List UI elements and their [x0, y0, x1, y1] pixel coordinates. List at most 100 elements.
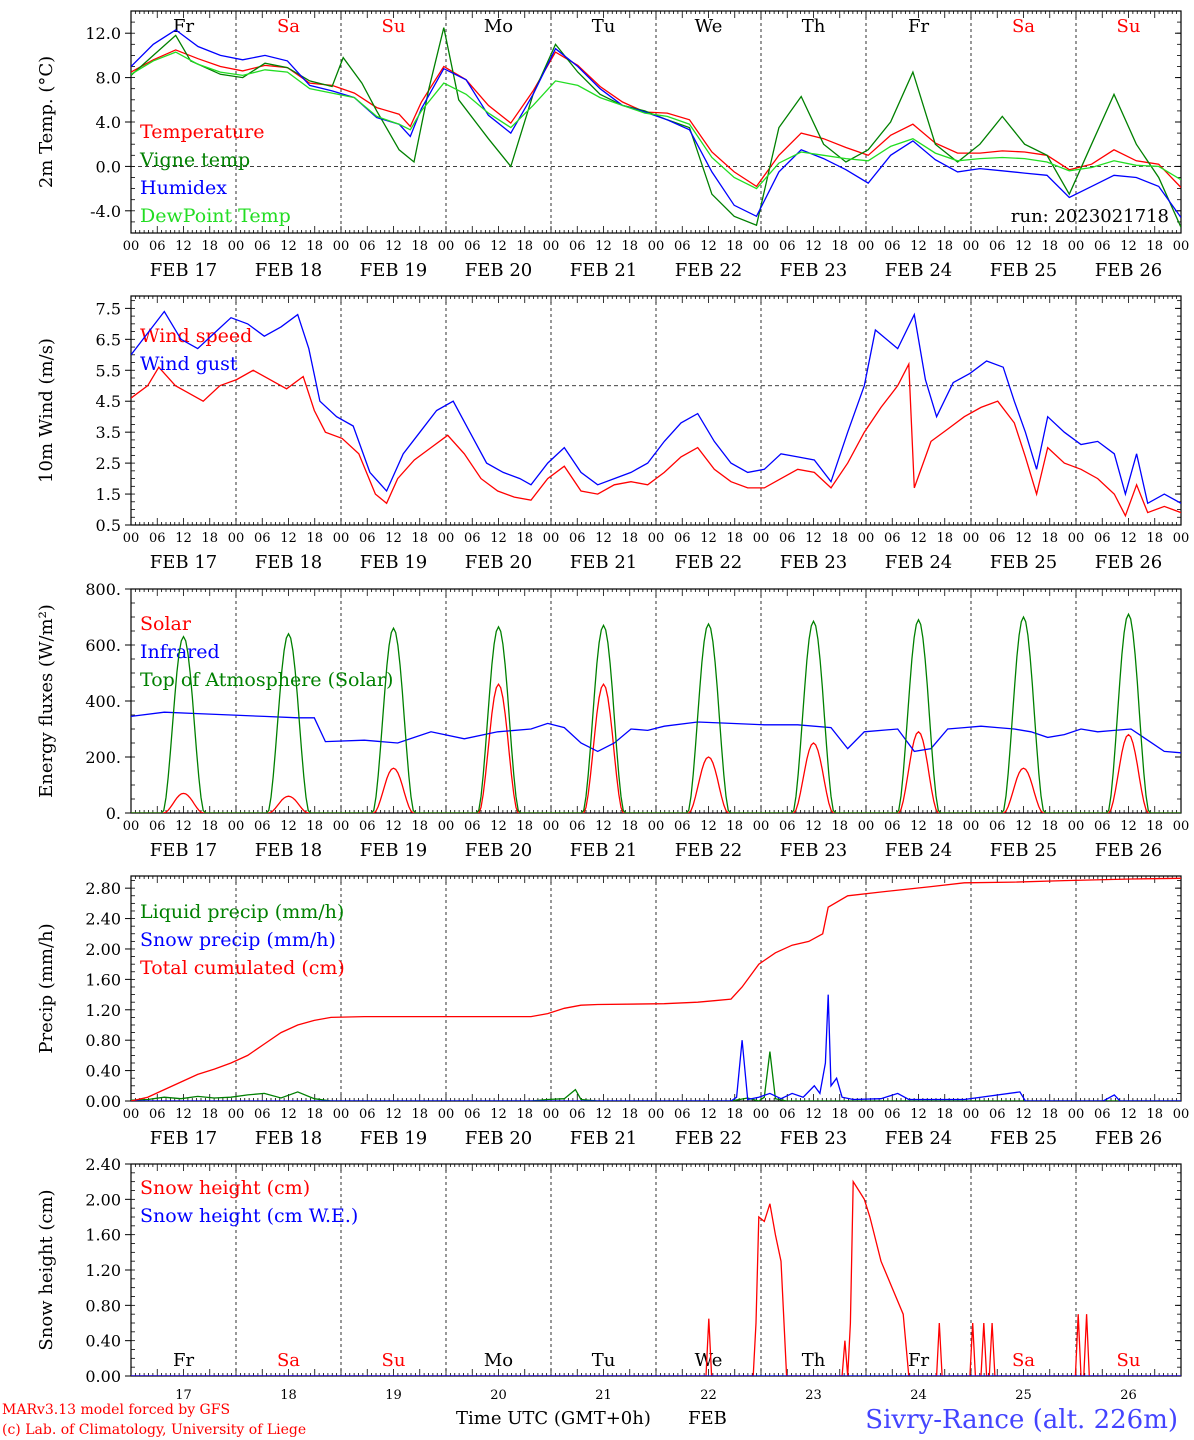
x-hour-label: 18	[936, 239, 953, 254]
x-date-label: FEB 26	[1095, 260, 1162, 281]
x-hour-label: 12	[280, 531, 297, 546]
x-day-name-top: Su	[1117, 16, 1141, 37]
x-date-label: FEB 22	[675, 552, 742, 573]
x-hour-label: 00	[333, 819, 350, 834]
x-hour-label: 18	[936, 531, 953, 546]
x-date-label: FEB 22	[675, 840, 742, 861]
x-date-label: FEB 23	[780, 1128, 847, 1149]
legend-label-1: Snow height (cm W.E.)	[140, 1205, 358, 1227]
x-date-label: FEB 22	[675, 1128, 742, 1149]
x-hour-label: 00	[1173, 531, 1190, 546]
x-hour-label: 18	[201, 819, 218, 834]
x-hour-label: 06	[1094, 1107, 1111, 1122]
x-date-label: FEB 24	[885, 552, 952, 573]
x-hour-label: 00	[228, 531, 245, 546]
y-tick-label: 0.0	[96, 157, 121, 176]
x-hour-label: 00	[543, 531, 560, 546]
y-tick-label: 0.80	[85, 1296, 121, 1315]
y-tick-label: 1.5	[96, 485, 121, 504]
x-hour-label: 00	[228, 819, 245, 834]
legend-label-2: Humidex	[140, 177, 227, 199]
x-day-name-bottom: Fr	[908, 1350, 929, 1371]
x-day-name-top: Sa	[277, 16, 300, 37]
x-hour-label: 18	[411, 1107, 428, 1122]
x-date-label: FEB 26	[1095, 1128, 1162, 1149]
y-tick-label: 0.	[106, 804, 121, 823]
x-hour-label: 06	[674, 531, 691, 546]
y-tick-label: 800.	[85, 580, 121, 599]
x-hour-label: 12	[490, 1107, 507, 1122]
x-hour-label: 06	[779, 819, 796, 834]
x-hour-label: 18	[1146, 531, 1163, 546]
x-date-label: FEB 17	[150, 840, 217, 861]
x-day-name-top: Sa	[1012, 16, 1035, 37]
x-hour-label: 18	[621, 531, 638, 546]
x-hour-label: 00	[333, 531, 350, 546]
x-hour-label: 06	[569, 1107, 586, 1122]
x-hour-label: 12	[805, 1107, 822, 1122]
x-hour-label: 06	[569, 531, 586, 546]
x-hour-label: 18	[726, 239, 743, 254]
x-date-label: FEB 18	[255, 552, 322, 573]
x-day-number: 23	[805, 1388, 822, 1403]
x-hour-label: 12	[1120, 819, 1137, 834]
x-date-label: FEB 18	[255, 1128, 322, 1149]
x-hour-label: 12	[175, 1107, 192, 1122]
series-line-0	[131, 1179, 1181, 1376]
y-tick-label: 2.40	[85, 910, 121, 929]
x-date-label: FEB 23	[780, 840, 847, 861]
y-tick-label: 2.5	[96, 454, 121, 473]
x-hour-label: 12	[175, 819, 192, 834]
x-hour-label: 06	[464, 239, 481, 254]
x-hour-label: 06	[779, 531, 796, 546]
x-hour-label: 00	[648, 531, 665, 546]
x-hour-label: 00	[753, 531, 770, 546]
y-tick-label: 400.	[85, 692, 121, 711]
x-hour-label: 06	[989, 531, 1006, 546]
x-hour-label: 18	[306, 531, 323, 546]
x-hour-label: 00	[543, 819, 560, 834]
x-hour-label: 06	[359, 819, 376, 834]
x-hour-label: 00	[648, 1107, 665, 1122]
x-hour-label: 06	[1094, 531, 1111, 546]
x-hour-label: 12	[1015, 1107, 1032, 1122]
x-day-name-bottom: Mo	[484, 1350, 513, 1371]
x-hour-label: 00	[963, 531, 980, 546]
x-hour-label: 00	[753, 1107, 770, 1122]
series-line-1	[131, 711, 1181, 754]
x-hour-label: 18	[726, 819, 743, 834]
x-date-label: FEB 25	[990, 260, 1057, 281]
y-axis-label: Precip (mm/h)	[36, 923, 57, 1053]
series-line-1	[131, 994, 1181, 1101]
x-hour-label: 12	[1120, 239, 1137, 254]
x-hour-label: 18	[201, 1107, 218, 1122]
x-hour-label: 18	[201, 239, 218, 254]
y-tick-label: 12.0	[85, 24, 121, 43]
x-hour-label: 00	[858, 531, 875, 546]
x-hour-label: 12	[805, 819, 822, 834]
x-hour-label: 06	[989, 239, 1006, 254]
series-line-1	[131, 310, 1181, 505]
x-hour-label: 18	[1146, 1107, 1163, 1122]
x-hour-label: 18	[726, 531, 743, 546]
y-tick-label: 2.00	[85, 940, 121, 959]
x-hour-label: 06	[254, 819, 271, 834]
x-date-label: FEB 21	[570, 1128, 637, 1149]
x-hour-label: 18	[306, 239, 323, 254]
x-date-label: FEB 24	[885, 840, 952, 861]
x-hour-label: 18	[936, 1107, 953, 1122]
x-day-number: 20	[490, 1388, 507, 1403]
x-day-name-top: Fr	[173, 16, 194, 37]
x-hour-label: 12	[910, 239, 927, 254]
x-day-name-top: Tu	[592, 16, 616, 37]
x-hour-label: 12	[805, 239, 822, 254]
x-date-label: FEB 19	[360, 840, 427, 861]
x-hour-label: 12	[490, 819, 507, 834]
x-hour-label: 18	[1041, 1107, 1058, 1122]
y-tick-label: 2.40	[85, 1155, 121, 1174]
legend-label-1: Snow precip (mm/h)	[140, 929, 336, 951]
x-date-label: FEB 24	[885, 260, 952, 281]
x-hour-label: 12	[1015, 531, 1032, 546]
x-hour-label: 00	[858, 239, 875, 254]
station-name: Sivry-Rance (alt. 226m)	[865, 1405, 1178, 1435]
